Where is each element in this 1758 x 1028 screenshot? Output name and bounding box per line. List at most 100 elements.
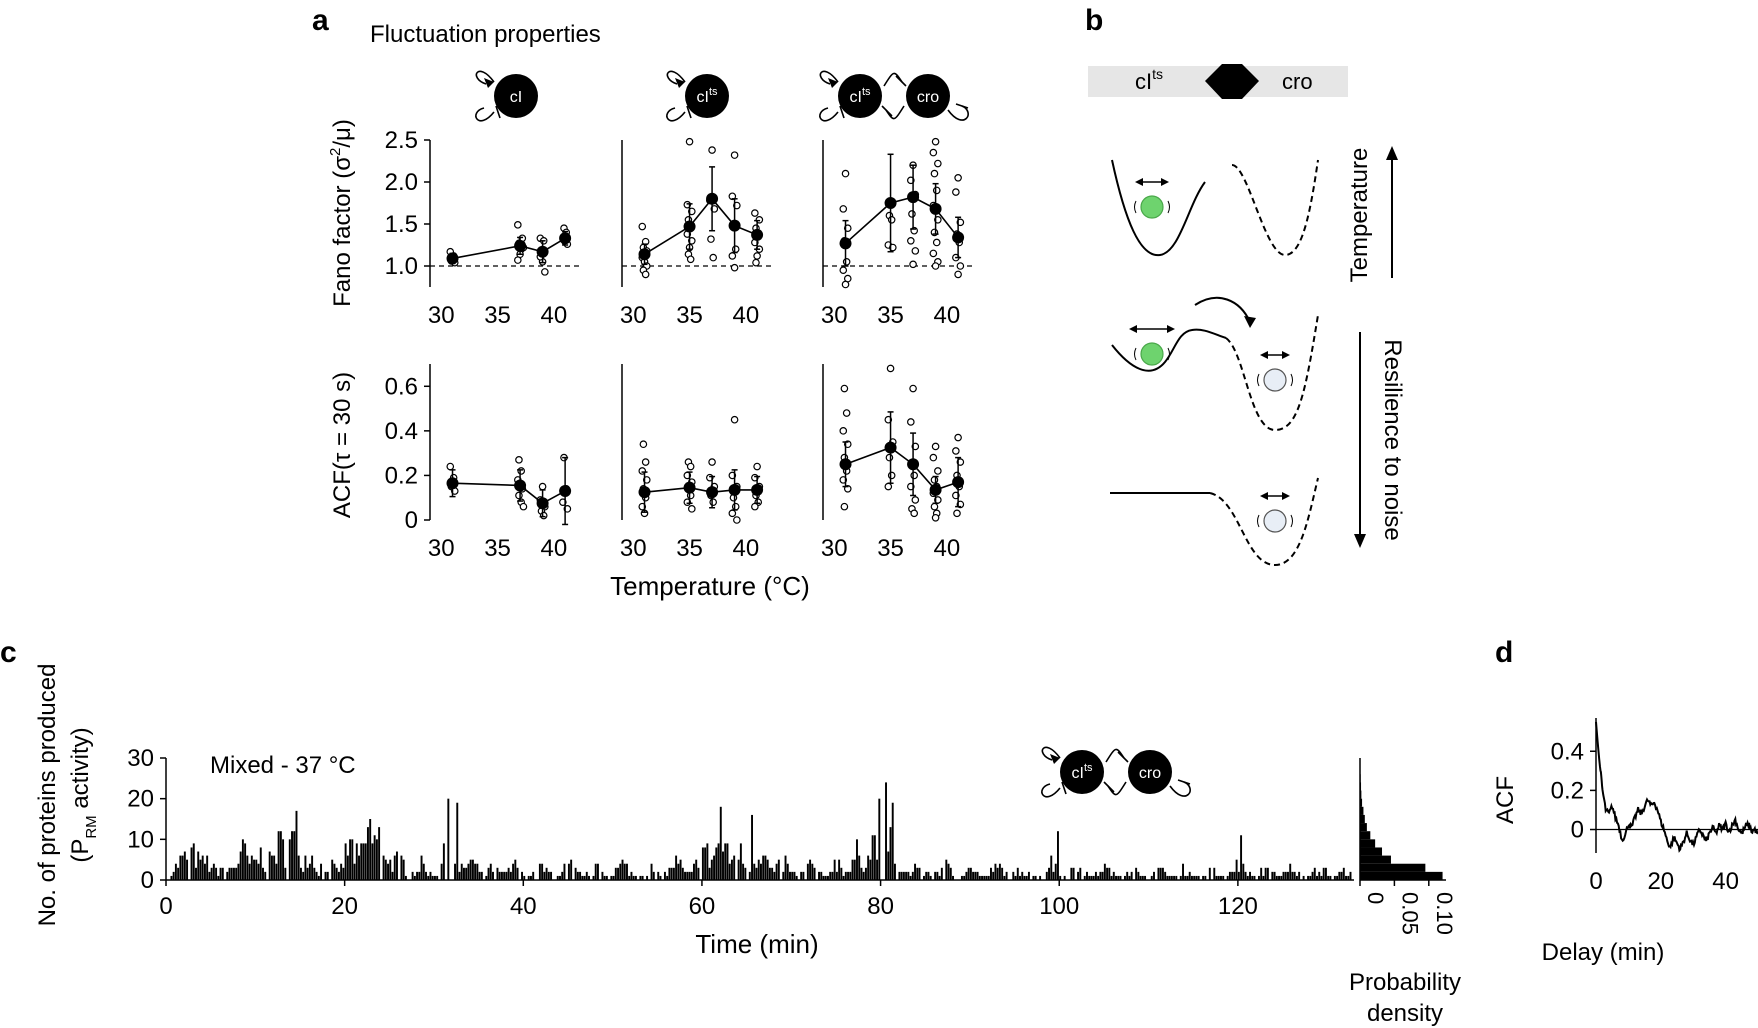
- gene-node-icon: [1060, 750, 1104, 794]
- x-tick-label: 40: [510, 893, 537, 920]
- particle-icon: [1134, 178, 1170, 219]
- temperature-arrowhead: [1386, 146, 1398, 160]
- time-bin-bar: [302, 871, 305, 880]
- time-bin-bar: [311, 855, 314, 880]
- time-bin-bar: [925, 871, 928, 880]
- subplot-fano-cIts: 30 35 40: [620, 137, 774, 329]
- time-bin-bar: [592, 875, 595, 880]
- time-bin-bar: [384, 859, 387, 880]
- hist-bar: [1360, 823, 1367, 832]
- time-bin-bar: [375, 839, 378, 880]
- panel-c-annotation: Mixed - 37 °C: [210, 752, 356, 779]
- gene-node-icon: [838, 74, 882, 118]
- data-point: [751, 502, 759, 511]
- time-bin-bar: [427, 875, 430, 880]
- time-bin-bar: [867, 855, 870, 880]
- time-bin-bar: [1349, 871, 1352, 880]
- time-bin-bar: [634, 875, 637, 880]
- data-point: [952, 188, 960, 196]
- time-bin-bar: [885, 782, 887, 880]
- time-bin-bar: [1110, 875, 1113, 880]
- mean-point: [638, 248, 651, 261]
- data-point: [911, 247, 920, 255]
- vibration-mark-icon: [1290, 514, 1293, 528]
- time-bin-bar: [239, 851, 242, 880]
- time-bin-bar: [1242, 863, 1245, 880]
- mean-point: [952, 231, 965, 244]
- temperature-arrow-label: Temperature: [1346, 148, 1373, 283]
- time-bin-bar: [1135, 867, 1138, 880]
- time-bin-bar: [646, 875, 649, 880]
- time-bin-bar: [1186, 875, 1189, 880]
- time-bin-bar: [677, 863, 680, 880]
- time-bin-bar: [458, 871, 461, 880]
- time-bin-bar: [1012, 871, 1015, 880]
- vibration-mark-icon: [1257, 373, 1260, 387]
- time-bin-bar: [1070, 867, 1073, 880]
- time-bin-bar: [753, 863, 756, 880]
- data-point: [685, 137, 694, 146]
- time-bin-bar: [838, 859, 841, 880]
- time-bin-bar: [337, 871, 340, 880]
- x-tick-label: 20: [331, 893, 358, 920]
- time-bin-bar: [574, 867, 577, 880]
- time-bin-bar: [255, 859, 258, 880]
- time-bin-bar: [1032, 875, 1035, 880]
- time-bin-bar: [1347, 875, 1350, 880]
- circuit-icon: cIts cro: [819, 70, 969, 122]
- time-bin-bar: [1106, 867, 1109, 880]
- time-bin-bar: [498, 871, 501, 880]
- time-bin-bar: [876, 859, 879, 880]
- time-bin-bar: [617, 867, 620, 880]
- data-point: [934, 467, 942, 475]
- time-bin-bar: [333, 863, 336, 880]
- time-bin-bar: [371, 843, 374, 880]
- vibration-mark-icon: [1257, 514, 1260, 528]
- time-bin-bar: [230, 867, 233, 880]
- data-point: [638, 222, 647, 231]
- time-bin-bar: [639, 875, 642, 880]
- hist-bar: [1360, 847, 1383, 856]
- data-point: [708, 458, 716, 466]
- mean-point: [683, 220, 696, 233]
- time-bin-bar: [579, 871, 582, 880]
- repression-bar-icon: [839, 105, 845, 119]
- time-bin-bar: [177, 867, 180, 880]
- time-bin-bar: [864, 867, 867, 880]
- time-bin-bar: [1215, 875, 1218, 880]
- arrowhead-icon: [1050, 754, 1060, 764]
- time-bin-bar: [411, 871, 414, 880]
- y-tick-label: 0.2: [385, 462, 418, 489]
- time-bin-bar: [902, 871, 905, 880]
- time-bin-bar: [650, 863, 653, 880]
- time-bin-bar: [1168, 875, 1171, 880]
- time-bin-bar: [719, 806, 722, 880]
- autoactivation-loop-icon: [475, 70, 495, 85]
- data-point: [954, 174, 962, 182]
- time-bin-bar: [657, 871, 660, 880]
- data-point: [641, 270, 650, 279]
- time-bin-bar: [1222, 875, 1225, 880]
- time-bin-bar: [183, 851, 186, 880]
- time-bin-bar: [288, 839, 291, 880]
- potential-curve-2-left: [1111, 328, 1227, 372]
- mean-point: [514, 239, 527, 252]
- time-bin-bar: [358, 855, 360, 880]
- vibration-mark-icon: [1290, 373, 1293, 387]
- time-bin-bar: [1048, 867, 1051, 880]
- data-point: [840, 384, 849, 393]
- time-bin-bar: [679, 859, 682, 880]
- time-bin-bar: [355, 843, 358, 880]
- time-bin-bar: [344, 843, 347, 880]
- potential-curve-3-right: [1209, 477, 1319, 567]
- time-bin-bar: [862, 871, 865, 880]
- time-bin-bar: [315, 871, 318, 880]
- time-bin-bar: [623, 863, 626, 880]
- x-tick-label: 60: [689, 893, 716, 920]
- data-point: [929, 148, 938, 157]
- time-bin-bar: [965, 871, 968, 880]
- time-bin-bar: [1320, 875, 1323, 880]
- x-tick-label: 30: [620, 302, 647, 329]
- time-bin-bar: [603, 875, 606, 880]
- time-bin-bar: [1159, 867, 1162, 880]
